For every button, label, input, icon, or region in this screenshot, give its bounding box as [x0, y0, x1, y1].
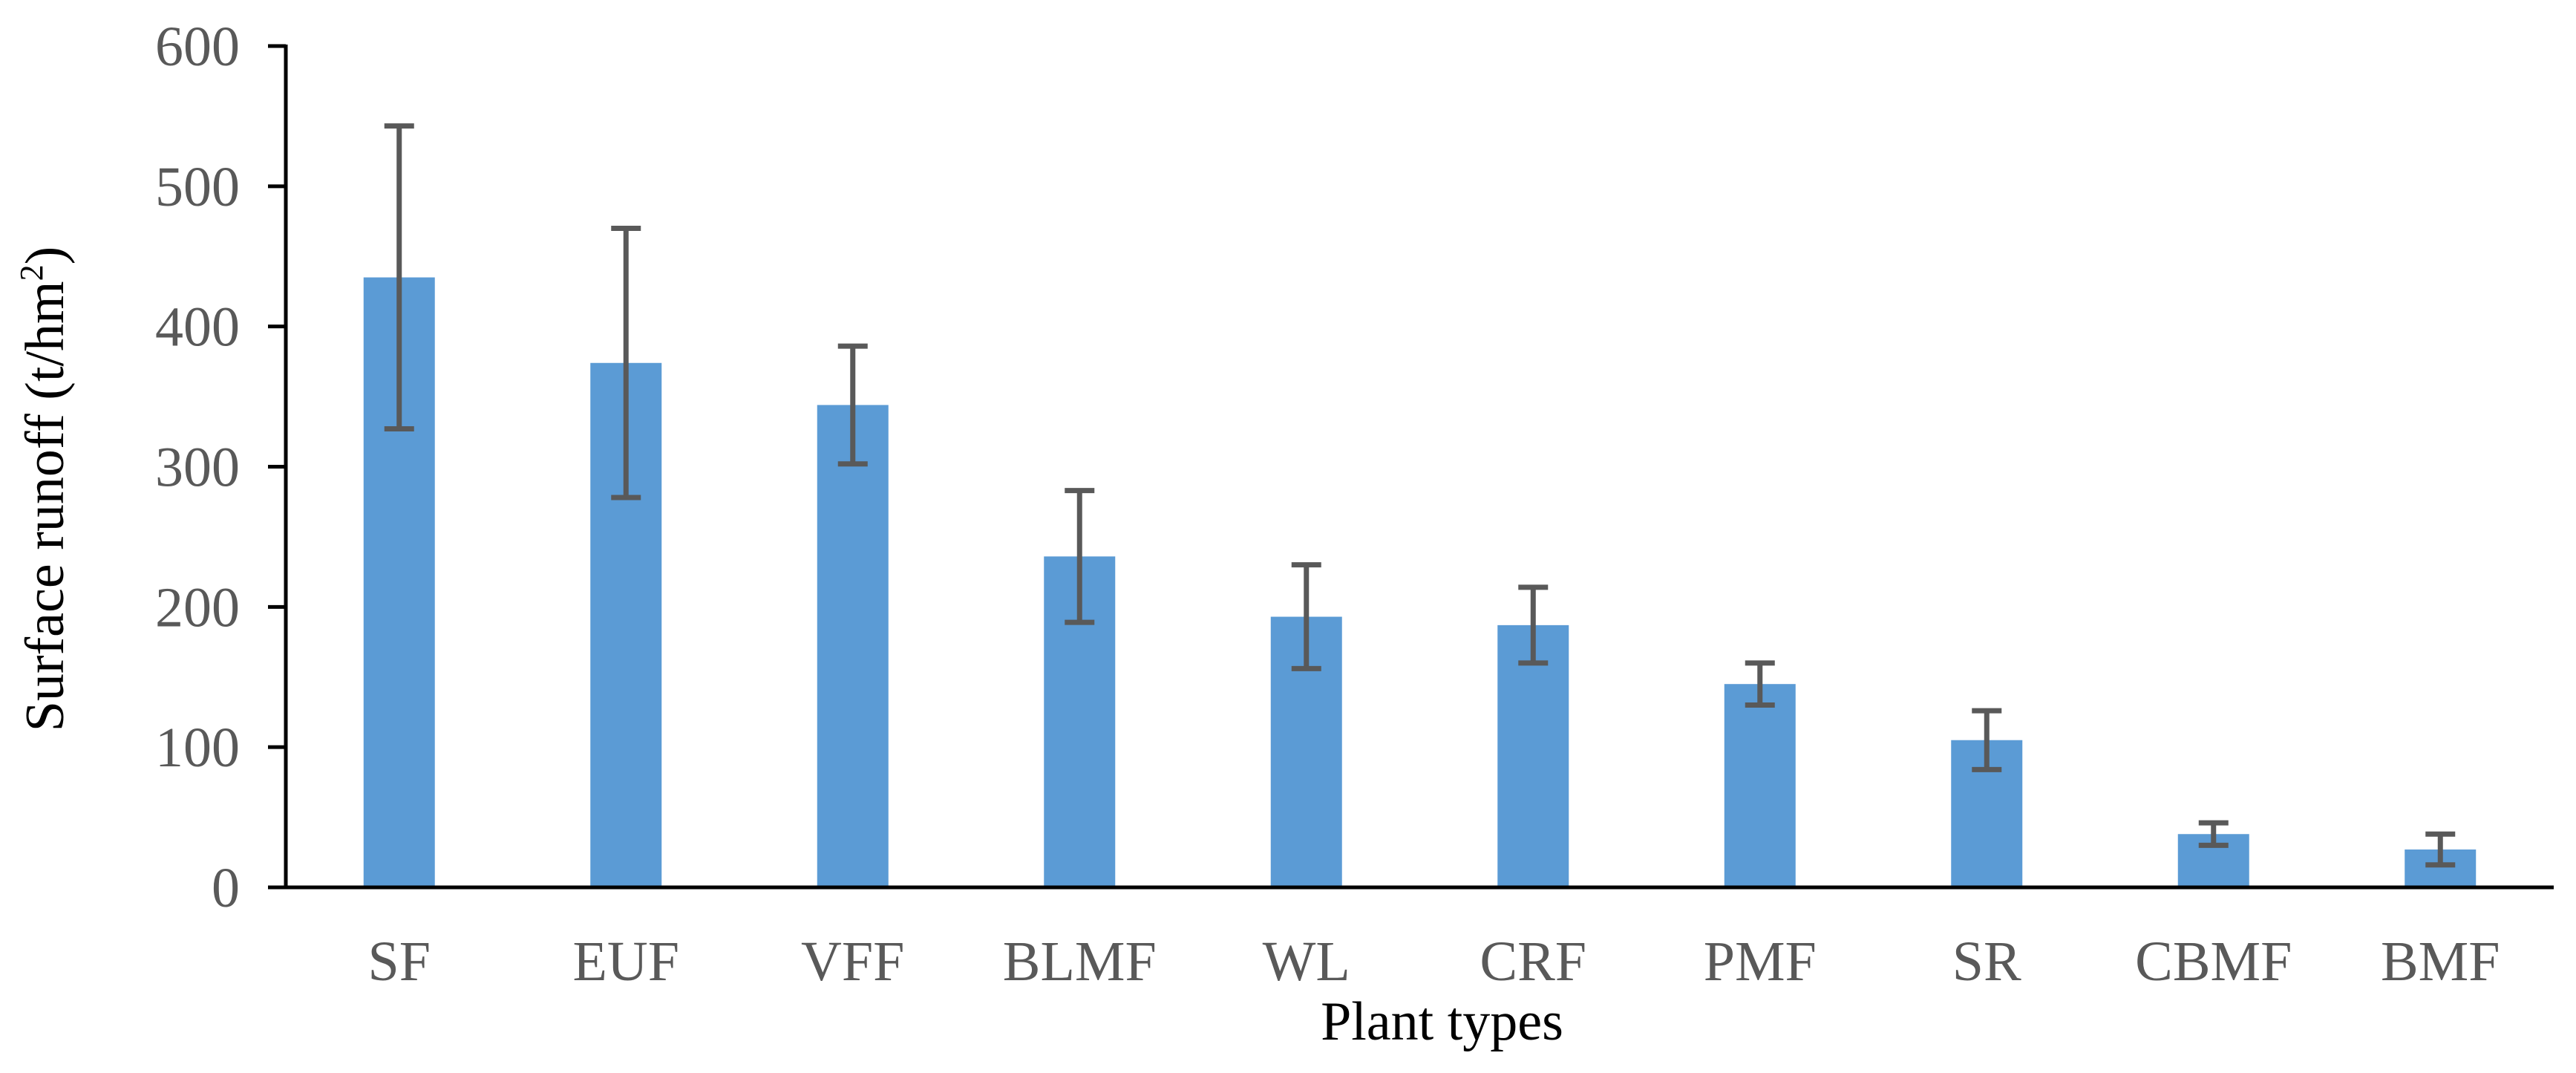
- y-tick-label-100: 100: [155, 717, 240, 779]
- error-bar-crf: [1518, 584, 1549, 666]
- bars-layer: [363, 277, 2477, 888]
- x-axis-title: Plant types: [1321, 991, 1563, 1052]
- y-tick-label-600: 600: [155, 16, 240, 78]
- y-tick-label-500: 500: [155, 156, 240, 218]
- y-axis-title: Surface runoff (t/hm2): [13, 247, 76, 732]
- error-bar-bmf: [2425, 831, 2456, 868]
- y-axis-title-main: Surface runoff (t/hm: [15, 281, 76, 731]
- error-bar-euf: [611, 225, 641, 500]
- x-tick-label-blmf: BLMF: [1003, 930, 1157, 993]
- error-bar-sf: [384, 123, 414, 432]
- error-bar-wl: [1291, 562, 1321, 671]
- x-tick-label-euf: EUF: [572, 930, 679, 993]
- error-bar-sr: [1972, 708, 2002, 772]
- bar-crf: [1497, 624, 1569, 887]
- bar-pmf: [1724, 684, 1796, 887]
- axes-layer: [268, 44, 2554, 890]
- labels-layer: SF EUF VFF BLMF WL CRF PMF SR CBMF BMF 0 100 200 300 4…: [155, 16, 2500, 993]
- x-tick-label-pmf: PMF: [1704, 930, 1817, 993]
- x-tick-label-sf: SF: [367, 930, 431, 993]
- error-bar-pmf: [1745, 660, 1775, 708]
- error-bar-vff: [837, 343, 868, 467]
- y-axis-title-close: ): [15, 247, 76, 265]
- y-axis-title-superscript: 2: [13, 264, 50, 281]
- y-tick-label-200: 200: [155, 576, 240, 639]
- y-tick-label-400: 400: [155, 296, 240, 359]
- x-tick-label-sr: SR: [1952, 930, 2021, 993]
- y-tick-label-0: 0: [212, 857, 240, 919]
- error-bar-cbmf: [2198, 820, 2229, 848]
- x-tick-label-wl: WL: [1263, 930, 1350, 993]
- x-tick-label-bmf: BMF: [2381, 930, 2500, 993]
- bar-vff: [817, 405, 889, 887]
- error-bar-blmf: [1065, 488, 1095, 625]
- y-tick-label-300: 300: [155, 437, 240, 499]
- x-tick-label-crf: CRF: [1480, 930, 1586, 993]
- x-tick-label-cbmf: CBMF: [2135, 930, 2292, 993]
- error-bars-layer: [384, 123, 2456, 868]
- x-tick-label-vff: VFF: [801, 930, 904, 993]
